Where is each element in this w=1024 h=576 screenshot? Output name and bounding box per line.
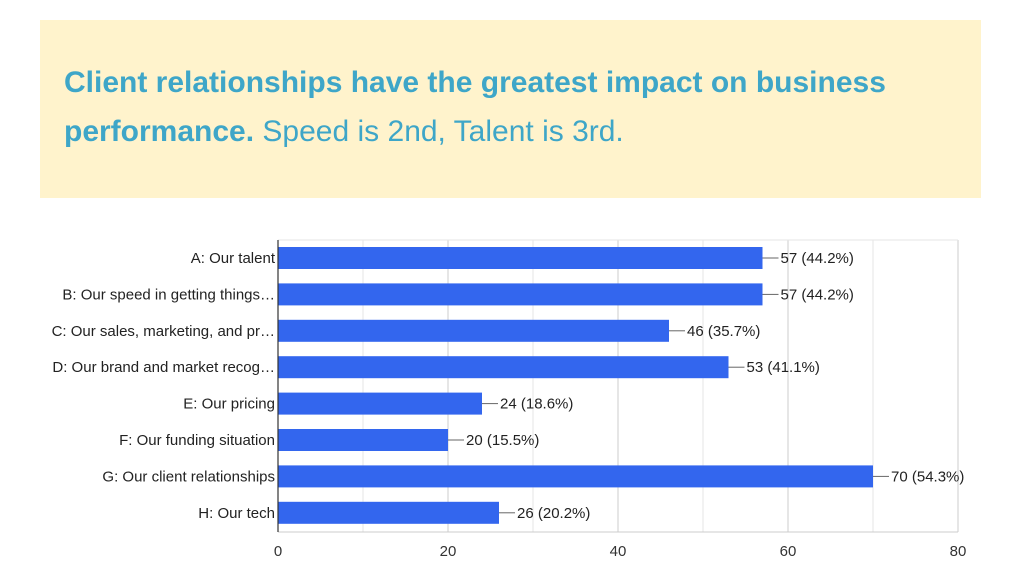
value-label: 46 (35.7%) bbox=[687, 323, 760, 340]
bar bbox=[278, 502, 499, 524]
x-tick-label: 20 bbox=[440, 543, 457, 560]
bar bbox=[278, 247, 763, 269]
headline-regular: Speed is 2nd, Talent is 3rd. bbox=[262, 115, 623, 148]
x-tick-label: 60 bbox=[780, 543, 797, 560]
value-label: 24 (18.6%) bbox=[500, 396, 573, 413]
value-label: 57 (44.2%) bbox=[781, 250, 854, 267]
bar bbox=[278, 356, 729, 378]
headline-banner: Client relationships have the greatest i… bbox=[40, 20, 981, 198]
category-label: C: Our sales, marketing, and pr… bbox=[52, 323, 275, 340]
category-label: A: Our talent bbox=[191, 250, 276, 267]
category-label: F: Our funding situation bbox=[119, 432, 275, 449]
bar-chart: 0 20 40 60 80 A: Our talent 57 (44.2%) B: Our s… bbox=[0, 220, 1024, 576]
value-label: 53 (41.1%) bbox=[747, 359, 820, 376]
value-label: 70 (54.3%) bbox=[891, 468, 964, 485]
category-label: H: Our tech bbox=[198, 505, 275, 522]
bar bbox=[278, 320, 669, 342]
x-tick-label: 80 bbox=[950, 543, 967, 560]
category-label: B: Our speed in getting things… bbox=[62, 286, 275, 303]
bar bbox=[278, 465, 873, 487]
category-label: D: Our brand and market recog… bbox=[52, 359, 275, 376]
bar bbox=[278, 429, 448, 451]
x-tick-label: 40 bbox=[610, 543, 627, 560]
headline: Client relationships have the greatest i… bbox=[64, 58, 944, 156]
value-label: 26 (20.2%) bbox=[517, 505, 590, 522]
value-label: 57 (44.2%) bbox=[781, 286, 854, 303]
bar bbox=[278, 283, 763, 305]
bar bbox=[278, 393, 482, 415]
category-label: E: Our pricing bbox=[183, 396, 275, 413]
x-tick-label: 0 bbox=[274, 543, 282, 560]
category-label: G: Our client relationships bbox=[102, 468, 275, 485]
value-label: 20 (15.5%) bbox=[466, 432, 539, 449]
